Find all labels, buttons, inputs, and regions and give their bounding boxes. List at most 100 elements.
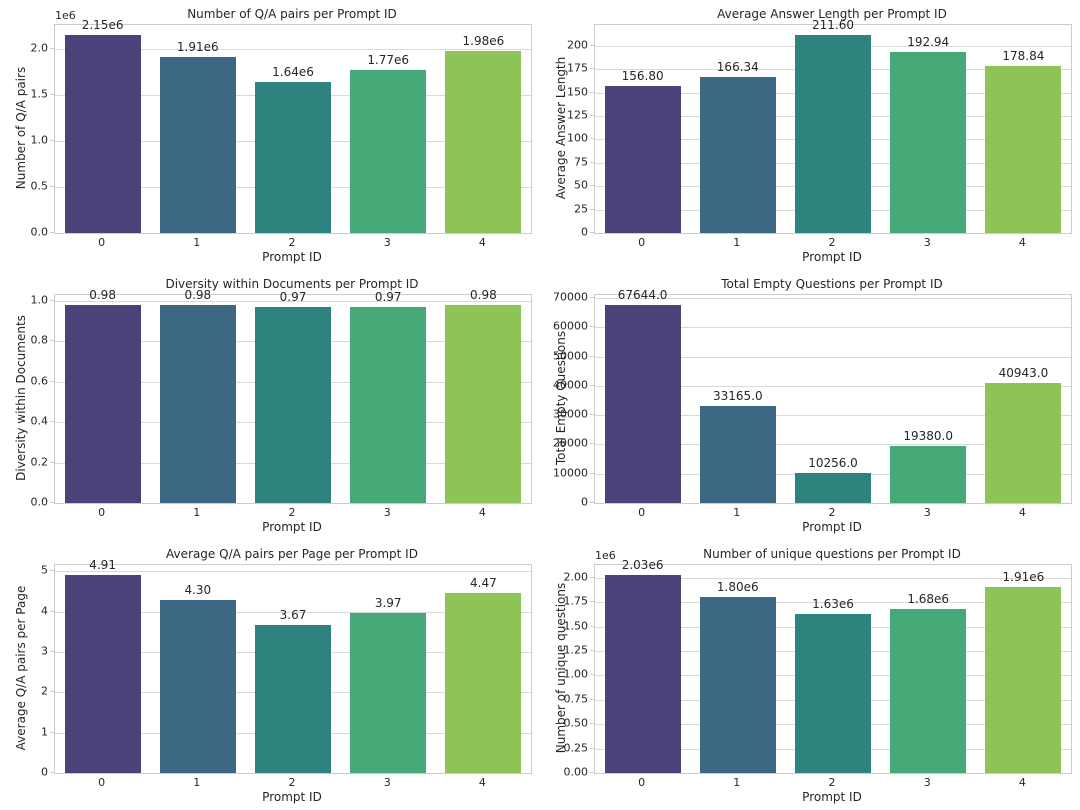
bar-prompt-3 — [350, 306, 427, 503]
gridline — [595, 602, 1071, 604]
y-tick-label: 5 — [41, 563, 48, 577]
x-tick-label: 0 — [98, 776, 106, 789]
gridline — [595, 444, 1071, 446]
y-tick-mark — [590, 232, 594, 233]
y-tick-label: 150 — [567, 85, 588, 99]
y-tick-label: 0.75 — [563, 692, 589, 706]
chart-title: Total Empty Questions per Prompt ID — [721, 277, 943, 291]
y-tick-label: 50 — [574, 178, 588, 192]
y-tick-label: 0 — [581, 225, 588, 239]
chart-4-subplot: Total Empty Questions per Prompt ID Total… — [540, 270, 1080, 540]
y-tick-mark — [590, 650, 594, 652]
y-tick-mark — [590, 44, 594, 46]
y-tick-mark — [50, 380, 54, 382]
x-tick-label: 3 — [923, 236, 931, 249]
x-tick-label: 2 — [288, 776, 296, 789]
bar-value-label: 1.91e6 — [176, 40, 219, 55]
y-tick-label: 10000 — [553, 466, 588, 480]
bar-prompt-3 — [350, 612, 427, 773]
x-tick-label: 3 — [383, 236, 391, 249]
gridline — [595, 385, 1071, 387]
x-tick-label: 2 — [288, 236, 296, 249]
bar-prompt-1 — [159, 304, 236, 503]
x-tick-label: 4 — [478, 776, 486, 789]
bar-prompt-0 — [604, 86, 681, 233]
x-axis-label: Prompt ID — [802, 520, 862, 534]
chart-1-subplot: Number of Q/A pairs per Prompt ID Number … — [0, 0, 540, 270]
bar-prompt-2 — [254, 81, 332, 233]
gridline — [595, 577, 1071, 579]
bar-prompt-2 — [794, 613, 872, 773]
y-tick-mark — [590, 674, 594, 676]
y-axis-label: Average Q/A pairs per Page — [14, 585, 28, 751]
bar-value-label: 0.98 — [184, 287, 212, 302]
x-tick-label: 1 — [193, 776, 201, 789]
y-axis-offset-label: 1e6 — [595, 549, 616, 562]
bar-prompt-0 — [604, 304, 681, 503]
y-tick-label: 2.00 — [563, 570, 589, 584]
gridline — [55, 48, 531, 50]
x-tick-label: 3 — [383, 506, 391, 519]
y-tick-mark — [590, 472, 594, 474]
y-tick-mark — [590, 601, 594, 603]
x-tick-label: 4 — [1018, 236, 1026, 249]
y-tick-label: 1.75 — [563, 594, 589, 608]
x-tick-label: 1 — [193, 506, 201, 519]
y-tick-label: 75 — [574, 155, 588, 169]
x-tick-label: 4 — [478, 506, 486, 519]
y-tick-label: 1.0 — [30, 293, 49, 307]
bar-value-label: 1.80e6 — [716, 580, 759, 595]
plot-area: 0.98 0.98 0.97 0.97 0.98 — [54, 288, 532, 504]
plot-area: 67644.0 33165.0 10256.0 19380.0 40943.0 — [594, 288, 1072, 504]
bar-prompt-4 — [445, 592, 522, 773]
y-tick-mark — [50, 502, 54, 503]
gridline — [595, 327, 1071, 329]
bar-prompt-4 — [985, 383, 1062, 503]
y-tick-mark — [50, 299, 54, 301]
y-tick-label: 0 — [41, 765, 48, 779]
x-tick-label: 2 — [828, 236, 836, 249]
x-tick-label: 2 — [288, 506, 296, 519]
bar-value-label: 166.34 — [716, 60, 759, 75]
y-tick-label: 1.25 — [563, 643, 589, 657]
bar-prompt-1 — [699, 77, 776, 233]
bar-prompt-3 — [350, 69, 427, 233]
x-tick-label: 3 — [383, 776, 391, 789]
y-tick-label: 60000 — [553, 319, 588, 333]
y-tick-mark — [590, 355, 594, 357]
y-tick-label: 1.5 — [30, 87, 49, 101]
bar-value-label: 1.91e6 — [1002, 569, 1045, 584]
y-tick-label: 0.5 — [30, 179, 49, 193]
bar-prompt-4 — [985, 65, 1062, 233]
x-tick-label: 3 — [923, 506, 931, 519]
bar-value-label: 1.98e6 — [462, 33, 505, 48]
y-tick-label: 40000 — [553, 378, 588, 392]
chart-title: Number of Q/A pairs per Prompt ID — [187, 7, 397, 21]
y-tick-mark — [590, 68, 594, 70]
y-tick-label: 0.6 — [30, 374, 49, 388]
bar-value-label: 3.97 — [374, 595, 402, 610]
bar-prompt-1 — [159, 599, 236, 773]
y-tick-mark — [50, 185, 54, 187]
y-tick-label: 0.25 — [563, 741, 589, 755]
y-tick-mark — [590, 208, 594, 210]
bar-value-label: 4.91 — [89, 557, 116, 572]
y-tick-label: 1 — [41, 725, 48, 739]
y-tick-mark — [590, 772, 594, 773]
bar-prompt-0 — [604, 574, 681, 773]
bar-value-label: 0.97 — [374, 289, 402, 304]
x-tick-label: 2 — [828, 506, 836, 519]
y-tick-label: 50000 — [553, 349, 588, 363]
y-tick-mark — [50, 570, 54, 572]
y-tick-label: 4 — [41, 604, 48, 618]
chart-title: Average Q/A pairs per Page per Prompt ID — [166, 547, 418, 561]
y-axis-label: Diversity within Documents — [14, 315, 28, 481]
bar-prompt-3 — [890, 52, 967, 233]
y-tick-label: 125 — [567, 108, 588, 122]
y-tick-mark — [50, 610, 54, 612]
plot-area: 4.91 4.30 3.67 3.97 4.47 — [54, 558, 532, 774]
y-tick-mark — [50, 47, 54, 49]
bar-prompt-0 — [64, 574, 141, 773]
bar-value-label: 1.63e6 — [812, 596, 854, 611]
